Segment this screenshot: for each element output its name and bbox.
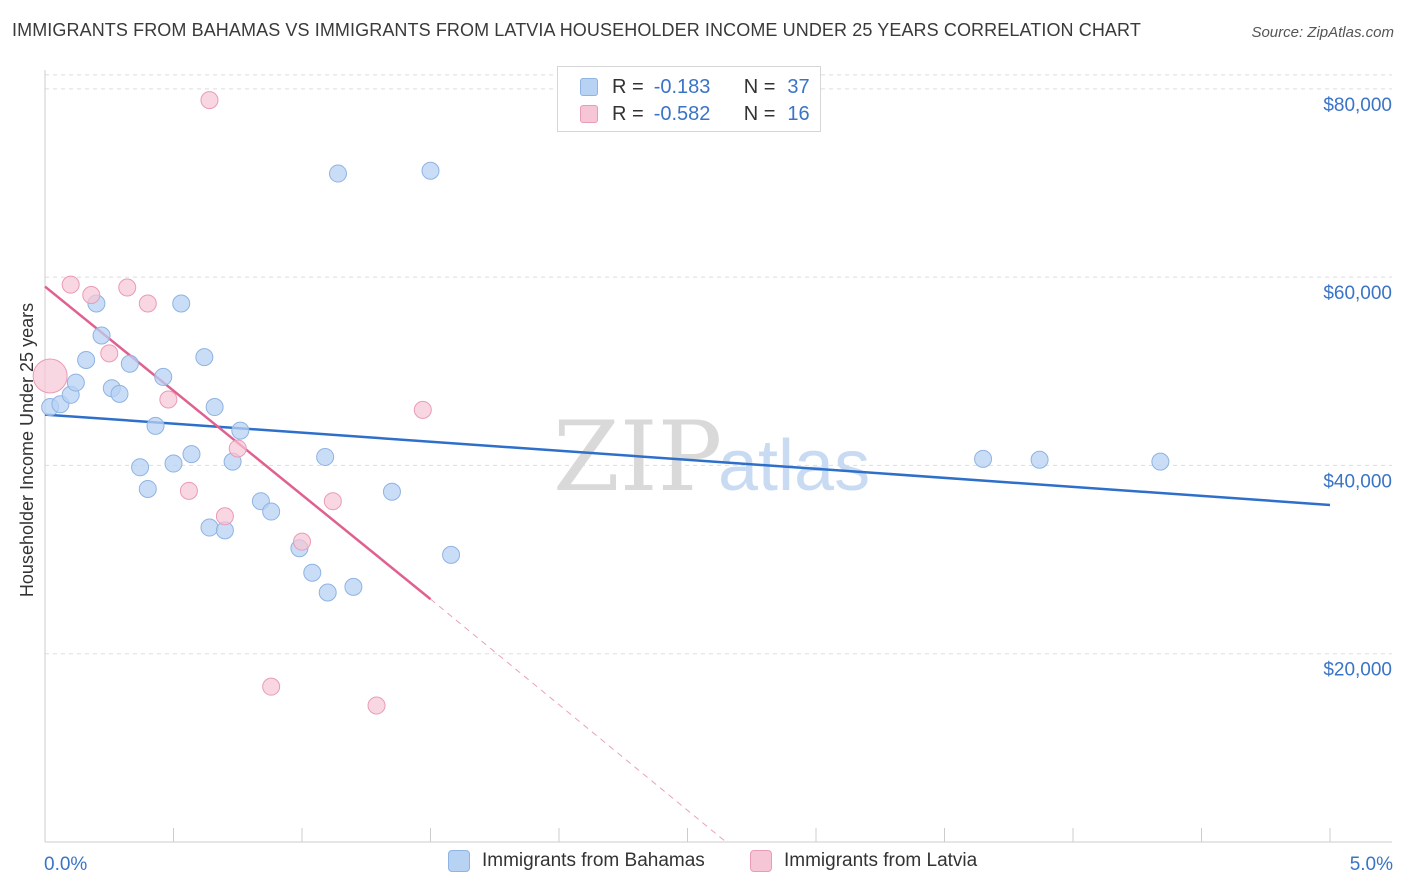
point-bahamas: [318, 583, 337, 602]
point-latvia: [228, 439, 247, 458]
watermark: ZIP atlas: [553, 401, 870, 513]
y-axis-label: Householder Income Under 25 years: [17, 303, 37, 597]
legend-row-latvia: R = -0.582 N = 16: [580, 100, 810, 128]
point-bahamas: [262, 502, 281, 521]
point-bahamas: [164, 454, 183, 473]
point-bahamas: [303, 563, 322, 582]
x-tick-label: 0.0%: [44, 854, 87, 875]
legend-n-value: 16: [787, 102, 810, 125]
point-latvia: [61, 275, 80, 294]
point-bahamas: [195, 348, 214, 367]
point-latvia: [159, 390, 178, 409]
point-latvia: [293, 532, 311, 551]
y-tick-label: $20,000: [1323, 660, 1392, 681]
trend-line-bahamas: [44, 413, 1331, 507]
point-bahamas: [131, 458, 150, 477]
point-bahamas: [974, 449, 993, 468]
point-latvia: [215, 507, 234, 526]
point-bahamas: [231, 421, 250, 440]
point-bahamas: [442, 545, 461, 564]
point-latvia: [413, 400, 432, 419]
point-latvia: [179, 481, 198, 500]
legend-label-latvia: Immigrants from Latvia: [784, 850, 978, 871]
trend-lines: [44, 285, 1331, 843]
point-bahamas: [382, 482, 401, 501]
point-latvia: [323, 492, 342, 511]
point-latvia: [262, 677, 281, 696]
point-bahamas: [110, 384, 129, 403]
legend-item-latvia[interactable]: Immigrants from Latvia: [750, 850, 977, 872]
point-bahamas: [92, 326, 111, 345]
trend-line-latvia-extension: [430, 598, 727, 843]
series-legend: Immigrants from Bahamas Immigrants from …: [0, 850, 1406, 878]
legend-row-bahamas: R = -0.183 N = 37: [580, 73, 810, 101]
chart-title: IMMIGRANTS FROM BAHAMAS VS IMMIGRANTS FR…: [12, 20, 1141, 40]
legend-swatch-bahamas: [448, 850, 470, 872]
source-credit: Source: ZipAtlas.com: [1251, 24, 1394, 41]
legend-n-label: N =: [743, 102, 776, 125]
legend-swatch-latvia: [580, 105, 598, 123]
correlation-legend: R = -0.183 N = 37 R = -0.582 N = 16: [557, 66, 821, 132]
point-bahamas: [154, 367, 173, 386]
grid-lines: [45, 74, 1392, 655]
point-bahamas: [1030, 450, 1049, 469]
point-bahamas: [77, 350, 96, 369]
point-bahamas: [328, 164, 347, 183]
point-bahamas: [182, 445, 201, 464]
legend-swatch-latvia: [750, 850, 772, 872]
point-latvia: [118, 278, 137, 297]
point-bahamas: [66, 373, 85, 392]
point-bahamas: [200, 518, 219, 537]
legend-r-label: R =: [612, 102, 644, 125]
y-tick-label: $60,000: [1323, 283, 1392, 304]
legend-r-value: -0.582: [653, 102, 711, 125]
point-bahamas: [146, 416, 165, 435]
point-bahamas: [421, 161, 440, 180]
legend-n-value: 37: [787, 75, 810, 98]
point-bahamas: [344, 577, 363, 596]
point-latvia: [32, 358, 68, 394]
data-points: [32, 91, 1170, 715]
point-bahamas: [120, 354, 139, 373]
x-tick-label: 5.0%: [1350, 854, 1393, 875]
point-latvia: [100, 344, 119, 363]
point-bahamas: [172, 294, 191, 313]
y-tick-label: $80,000: [1323, 95, 1392, 116]
point-latvia: [82, 286, 101, 305]
point-latvia: [138, 294, 157, 313]
legend-n-label: N =: [743, 75, 776, 98]
legend-label-bahamas: Immigrants from Bahamas: [482, 850, 705, 871]
axes: [44, 70, 1392, 843]
y-tick-label: $40,000: [1323, 471, 1392, 492]
point-latvia: [367, 696, 386, 715]
point-bahamas: [1151, 452, 1170, 471]
point-bahamas: [316, 447, 335, 466]
point-bahamas: [205, 398, 224, 417]
point-bahamas: [138, 479, 157, 498]
legend-r-label: R =: [612, 75, 644, 98]
watermark-atlas: atlas: [718, 426, 870, 506]
legend-swatch-bahamas: [580, 78, 598, 96]
point-latvia: [200, 91, 219, 110]
tick-labels: $20,000 $40,000 $60,000 $80,000 0.0% 5.0%: [44, 95, 1393, 875]
legend-r-value: -0.183: [653, 75, 711, 98]
legend-item-bahamas[interactable]: Immigrants from Bahamas: [448, 850, 705, 872]
